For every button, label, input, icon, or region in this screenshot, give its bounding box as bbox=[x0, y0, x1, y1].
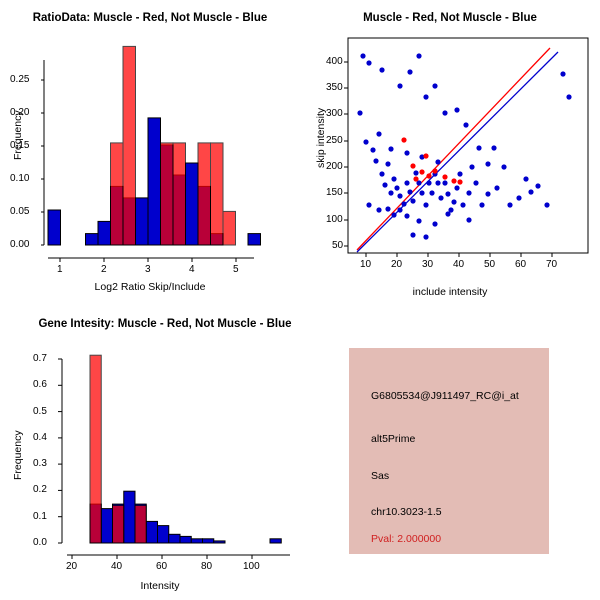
ratio-histogram-xlabel: Log2 Ratio Skip/Include bbox=[94, 281, 206, 293]
scatter-xtick-4: 50 bbox=[484, 259, 496, 270]
info-pval: Pval: 2.000000 bbox=[371, 533, 442, 545]
gene-info-panel: G6805534@J911497_RC@i_at alt5Prime Sas c… bbox=[349, 348, 549, 554]
ratio-histogram-axes bbox=[41, 60, 254, 262]
info-gene-symbol: Sas bbox=[371, 470, 390, 482]
scatter-ytick-6: 350 bbox=[326, 82, 343, 93]
ratio-histogram-bars bbox=[47, 45, 261, 246]
scatter-xlabel: include intensity bbox=[412, 286, 488, 298]
scatter-svg bbox=[344, 37, 589, 257]
scatter-xtick-6: 70 bbox=[546, 259, 558, 270]
gene-xtick-0: 20 bbox=[66, 561, 78, 572]
scatter-xtick-2: 30 bbox=[422, 259, 434, 270]
ratio-xtick-3: 4 bbox=[189, 264, 195, 275]
ratio-ytick-2: 0.10 bbox=[10, 173, 30, 184]
ratio-xtick-0: 1 bbox=[57, 264, 63, 275]
ratio-ytick-4: 0.20 bbox=[10, 107, 30, 118]
scatter-ytick-1: 100 bbox=[326, 214, 343, 225]
info-probeset-id: G6805534@J911497_RC@i_at bbox=[371, 390, 519, 402]
gene-ytick-0: 0.0 bbox=[33, 537, 47, 548]
gene-ytick-2: 0.2 bbox=[33, 484, 47, 495]
panel-ratio-histogram: RatioData: Muscle - Red, Not Muscle - Bl… bbox=[0, 0, 300, 300]
gene-ytick-1: 0.1 bbox=[33, 511, 47, 522]
gene-xtick-1: 40 bbox=[111, 561, 123, 572]
gene-ytick-6: 0.6 bbox=[33, 379, 47, 390]
info-locus: chr10.3023-1.5 bbox=[371, 506, 442, 518]
gene-xtick-2: 60 bbox=[156, 561, 168, 572]
info-event-type: alt5Prime bbox=[371, 433, 416, 445]
scatter-xtick-3: 40 bbox=[453, 259, 465, 270]
scatter-fit-lines bbox=[356, 47, 559, 253]
scatter-ytick-7: 400 bbox=[326, 56, 343, 67]
gene-xtick-3: 80 bbox=[201, 561, 213, 572]
panel-intensity-scatter: Muscle - Red, Not Muscle - Blue skip int… bbox=[300, 0, 600, 300]
scatter-title: Muscle - Red, Not Muscle - Blue bbox=[363, 12, 537, 24]
panel-gene-histogram: Gene Intesity: Muscle - Red, Not Muscle … bbox=[0, 300, 330, 600]
ratio-ytick-1: 0.05 bbox=[10, 206, 30, 217]
scatter-ytick-2: 150 bbox=[326, 187, 343, 198]
scatter-ytick-3: 200 bbox=[326, 161, 343, 172]
scatter-xtick-0: 10 bbox=[360, 259, 372, 270]
ratio-ytick-3: 0.15 bbox=[10, 140, 30, 151]
gene-histogram-title: Gene Intesity: Muscle - Red, Not Muscle … bbox=[38, 318, 292, 330]
scatter-ytick-4: 250 bbox=[326, 135, 343, 146]
ratio-ytick-0: 0.00 bbox=[10, 239, 30, 250]
ratio-histogram-svg bbox=[41, 45, 261, 262]
gene-histogram-svg bbox=[58, 354, 290, 559]
scatter-points-red bbox=[401, 137, 463, 185]
ratio-histogram-title: RatioData: Muscle - Red, Not Muscle - Bl… bbox=[32, 12, 268, 24]
gene-ytick-3: 0.3 bbox=[33, 458, 47, 469]
ratio-xtick-4: 5 bbox=[233, 264, 239, 275]
gene-ytick-7: 0.7 bbox=[33, 353, 47, 364]
gene-ytick-4: 0.4 bbox=[33, 432, 47, 443]
scatter-points-blue bbox=[357, 53, 572, 240]
gene-ytick-5: 0.5 bbox=[33, 406, 47, 417]
scatter-xtick-1: 20 bbox=[391, 259, 403, 270]
ratio-xtick-1: 2 bbox=[101, 264, 107, 275]
gene-histogram-xlabel: Intensity bbox=[140, 580, 180, 592]
scatter-xtick-5: 60 bbox=[515, 259, 527, 270]
gene-xtick-4: 100 bbox=[243, 561, 260, 572]
scatter-ytick-0: 50 bbox=[332, 240, 344, 251]
gene-histogram-bars bbox=[89, 354, 282, 544]
ratio-ytick-5: 0.25 bbox=[10, 74, 30, 85]
ratio-xtick-2: 3 bbox=[145, 264, 151, 275]
scatter-ytick-5: 300 bbox=[326, 108, 343, 119]
